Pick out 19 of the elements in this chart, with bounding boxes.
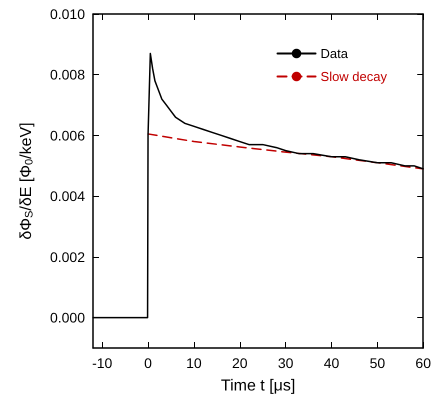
x-tick-label: 50 [370, 355, 386, 371]
x-tick-label: 30 [278, 355, 294, 371]
y-tick-label: 0.006 [50, 127, 86, 144]
legend-label: Slow decay [320, 69, 388, 84]
x-tick-label: 60 [415, 355, 432, 371]
y-tick-label: 0.002 [50, 248, 86, 265]
line-series [147, 133, 424, 170]
x-tick-label: 0 [144, 355, 152, 371]
legend-label: Data [320, 46, 349, 61]
x-tick-label: 20 [232, 355, 248, 371]
y-tick-label: 0.004 [50, 188, 86, 204]
x-tick-label: -10 [92, 355, 113, 371]
y-tick-label: 0.010 [50, 6, 86, 22]
y-axis-title: δΦS/δE [Φ0/keV] [18, 122, 36, 240]
y-tick-label: 0.000 [50, 310, 86, 326]
y-tick-label: 0.008 [50, 66, 86, 83]
x-tick-label: 10 [186, 355, 202, 371]
x-axis-title: Time t [μs] [220, 378, 296, 394]
x-tick-label: 40 [324, 355, 340, 371]
